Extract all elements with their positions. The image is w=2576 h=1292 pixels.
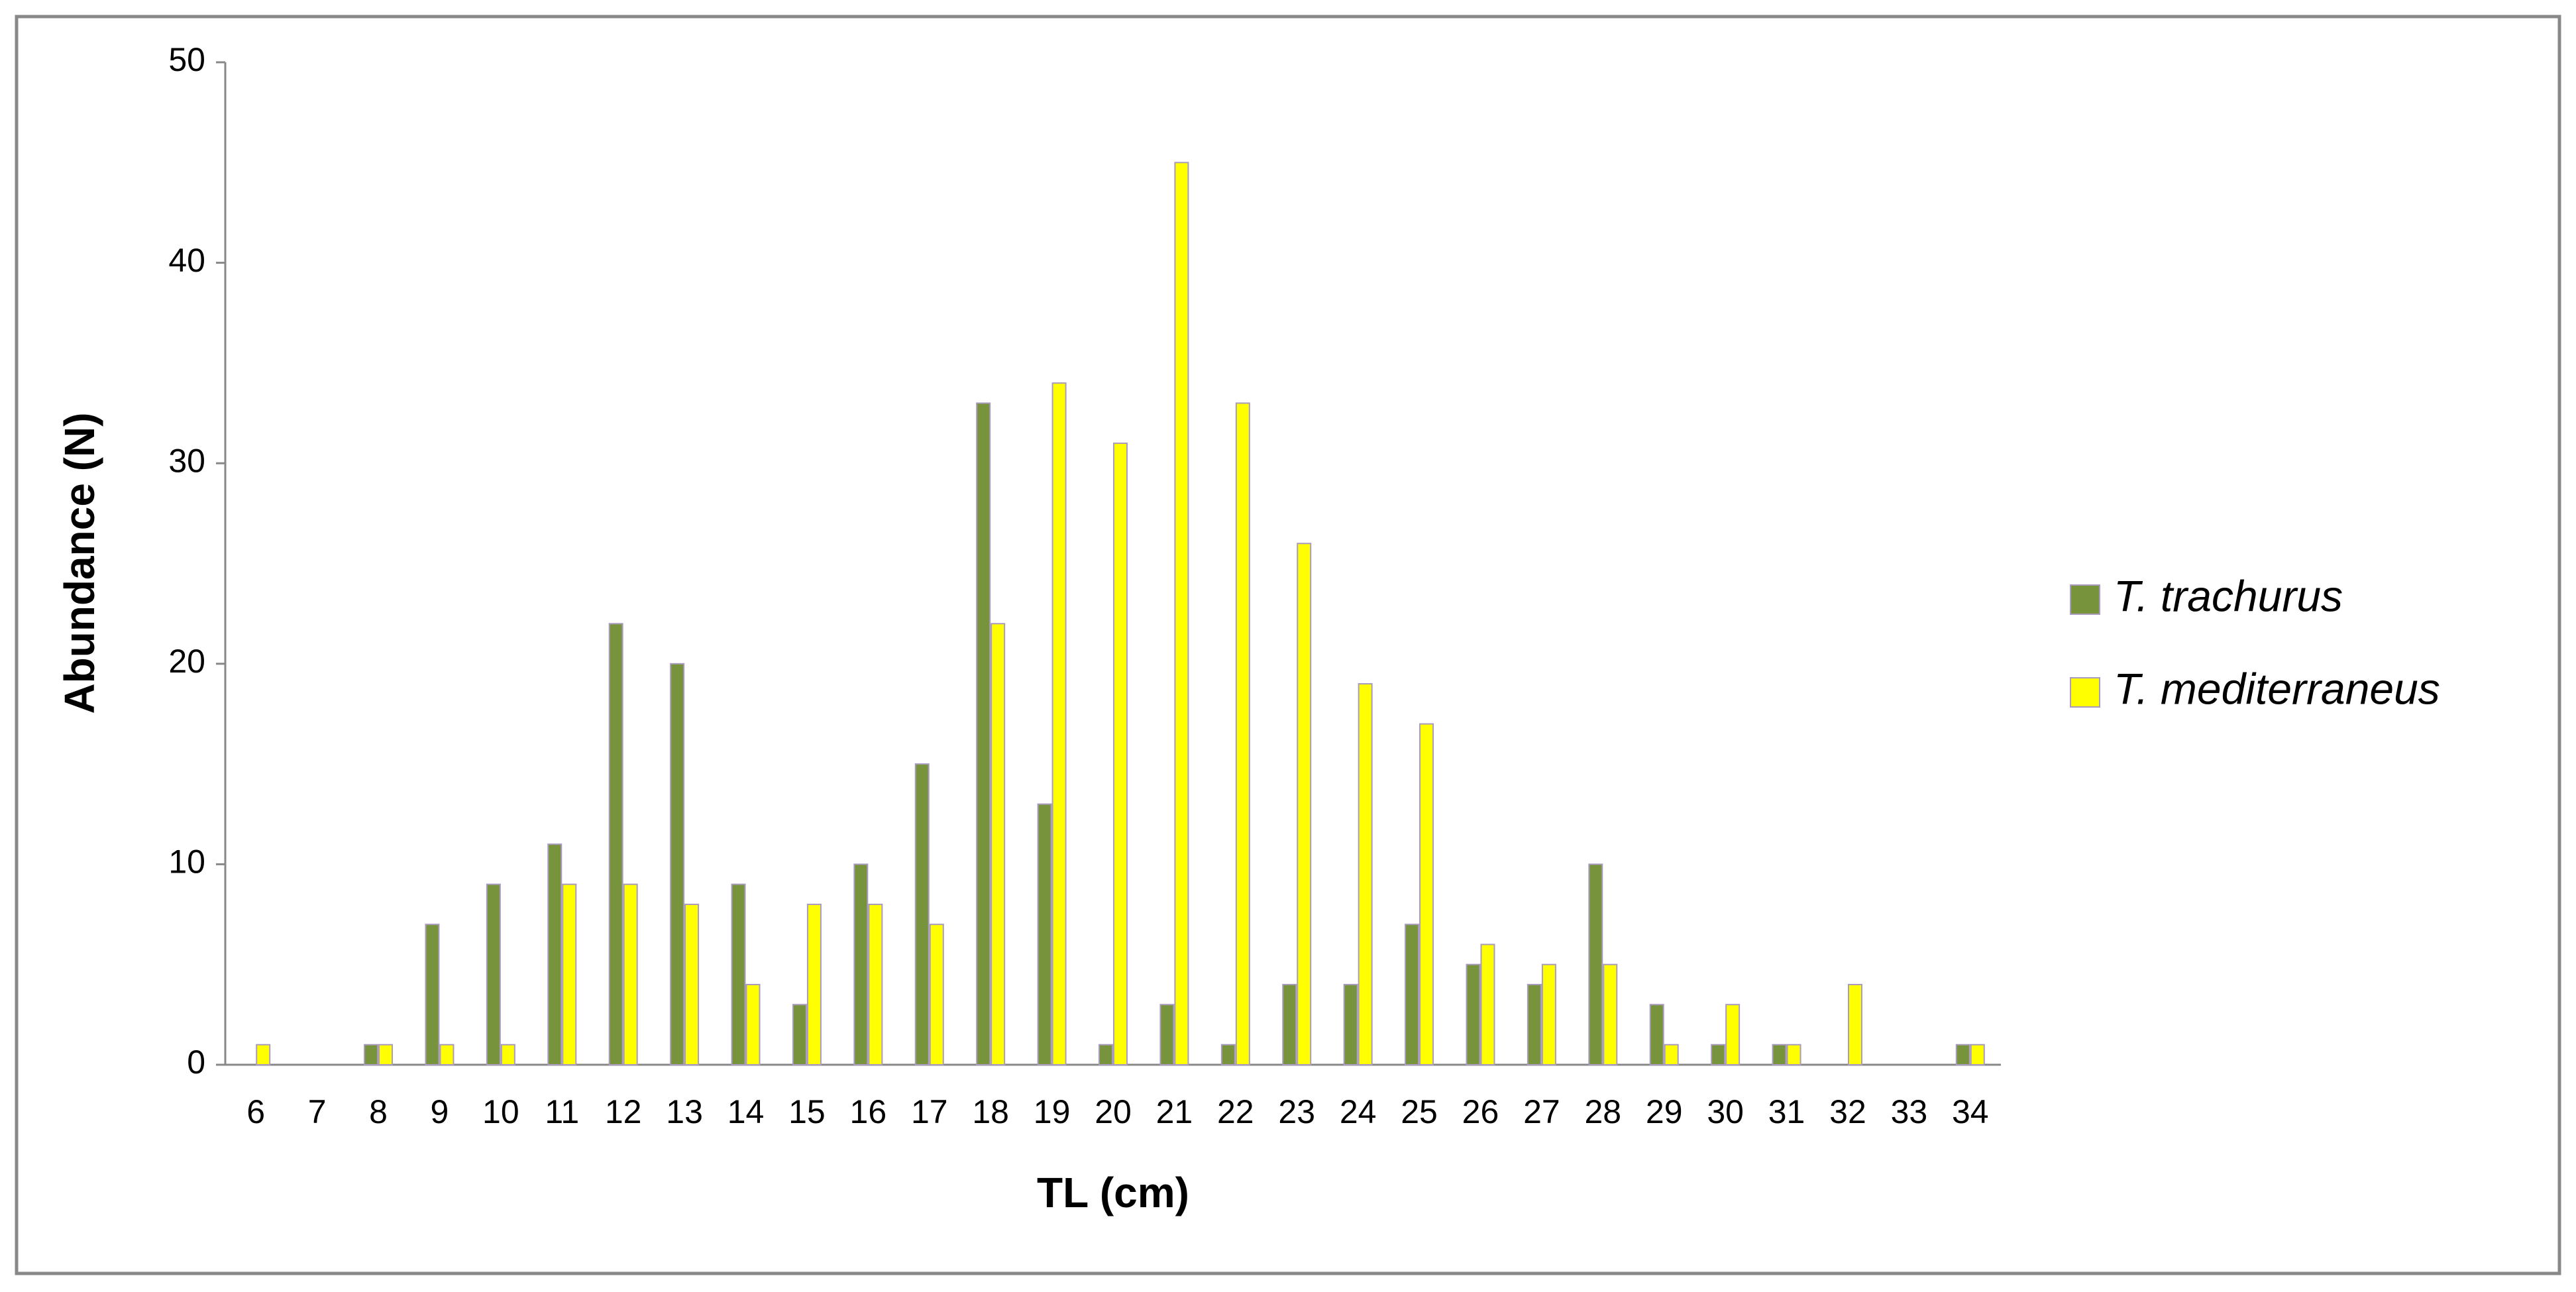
bar	[1113, 442, 1128, 1065]
y-tick-label: 40	[168, 242, 205, 279]
x-tick-label: 33	[1891, 1093, 1928, 1130]
bar	[929, 924, 944, 1066]
bar	[1099, 1044, 1113, 1065]
bar	[684, 903, 700, 1066]
x-tick-label: 29	[1646, 1093, 1683, 1130]
bar	[853, 863, 869, 1066]
bar	[1725, 1004, 1741, 1065]
bar	[1603, 963, 1618, 1065]
bar	[1159, 1004, 1175, 1065]
bar	[364, 1044, 379, 1065]
bar	[425, 924, 440, 1066]
bar	[1358, 683, 1373, 1066]
x-tick-label: 27	[1523, 1093, 1560, 1130]
x-tick-label: 7	[308, 1093, 327, 1130]
bar	[1405, 924, 1420, 1066]
bar	[1343, 983, 1358, 1065]
chart-border	[15, 15, 2561, 1275]
bar	[1220, 1044, 1236, 1065]
x-tick-label: 19	[1034, 1093, 1071, 1130]
x-tick-label: 32	[1829, 1093, 1866, 1130]
bar	[731, 883, 746, 1066]
bar	[1847, 983, 1862, 1065]
bar	[439, 1044, 455, 1065]
bar	[1051, 382, 1067, 1065]
bar	[500, 1044, 515, 1065]
x-axis-title: TL (cm)	[1037, 1169, 1189, 1216]
bar	[1297, 543, 1312, 1065]
x-tick-label: 18	[972, 1093, 1009, 1130]
y-tick-label: 20	[168, 643, 205, 680]
x-tick-label: 28	[1584, 1093, 1621, 1130]
bar	[1664, 1044, 1679, 1065]
x-tick-label: 20	[1095, 1093, 1132, 1130]
bar	[1037, 803, 1052, 1065]
bar	[1419, 723, 1434, 1065]
bar	[1649, 1004, 1664, 1065]
bar	[1588, 863, 1603, 1066]
x-tick-label: 25	[1401, 1093, 1438, 1130]
bar	[1955, 1044, 1970, 1065]
x-tick-label: 21	[1156, 1093, 1193, 1130]
y-tick-label: 10	[168, 843, 205, 881]
bar	[868, 903, 883, 1066]
bar	[623, 883, 638, 1066]
x-tick-label: 34	[1952, 1093, 1989, 1130]
y-tick-label: 0	[187, 1044, 205, 1081]
y-tick-label: 50	[168, 41, 205, 78]
x-tick-label: 10	[482, 1093, 519, 1130]
bar	[1282, 983, 1297, 1065]
x-tick-label: 16	[850, 1093, 887, 1130]
bar	[670, 663, 685, 1065]
bar	[1527, 983, 1542, 1065]
bar	[976, 402, 991, 1065]
bar	[806, 903, 822, 1066]
bar	[991, 623, 1006, 1065]
bar	[1970, 1044, 1985, 1065]
x-tick-label: 24	[1340, 1093, 1377, 1130]
x-tick-label: 6	[246, 1093, 265, 1130]
y-tick-label: 30	[168, 442, 205, 479]
y-axis-title: Abundance (N)	[56, 412, 103, 714]
bar	[914, 763, 930, 1065]
x-tick-label: 12	[605, 1093, 642, 1130]
bar	[1235, 402, 1250, 1065]
bar	[1711, 1044, 1726, 1065]
x-tick-label: 26	[1462, 1093, 1499, 1130]
bar	[1786, 1044, 1801, 1065]
x-tick-label: 8	[369, 1093, 388, 1130]
bar	[562, 883, 577, 1066]
x-tick-label: 31	[1768, 1093, 1805, 1130]
x-tick-label: 11	[545, 1093, 579, 1130]
bar	[745, 983, 761, 1065]
bar	[1541, 963, 1556, 1065]
bar	[1466, 963, 1481, 1065]
x-tick-label: 13	[666, 1093, 703, 1130]
x-tick-label: 14	[727, 1093, 765, 1130]
bar	[547, 843, 563, 1065]
legend-swatch	[2070, 677, 2100, 708]
bar	[608, 623, 623, 1065]
legend-label: T. mediterraneus	[2114, 664, 2440, 713]
legend-label: T. trachurus	[2114, 571, 2343, 620]
x-tick-label: 17	[911, 1093, 948, 1130]
bar	[792, 1004, 807, 1065]
bar	[378, 1044, 394, 1065]
bar	[256, 1044, 271, 1065]
bar	[1174, 162, 1189, 1065]
x-tick-label: 30	[1707, 1093, 1744, 1130]
bar	[1772, 1044, 1787, 1065]
bar	[486, 883, 501, 1066]
x-tick-label: 23	[1278, 1093, 1315, 1130]
legend-swatch	[2070, 584, 2100, 615]
bar	[1480, 943, 1495, 1065]
x-tick-label: 22	[1217, 1093, 1254, 1130]
x-tick-label: 9	[431, 1093, 449, 1130]
x-tick-label: 15	[788, 1093, 826, 1130]
